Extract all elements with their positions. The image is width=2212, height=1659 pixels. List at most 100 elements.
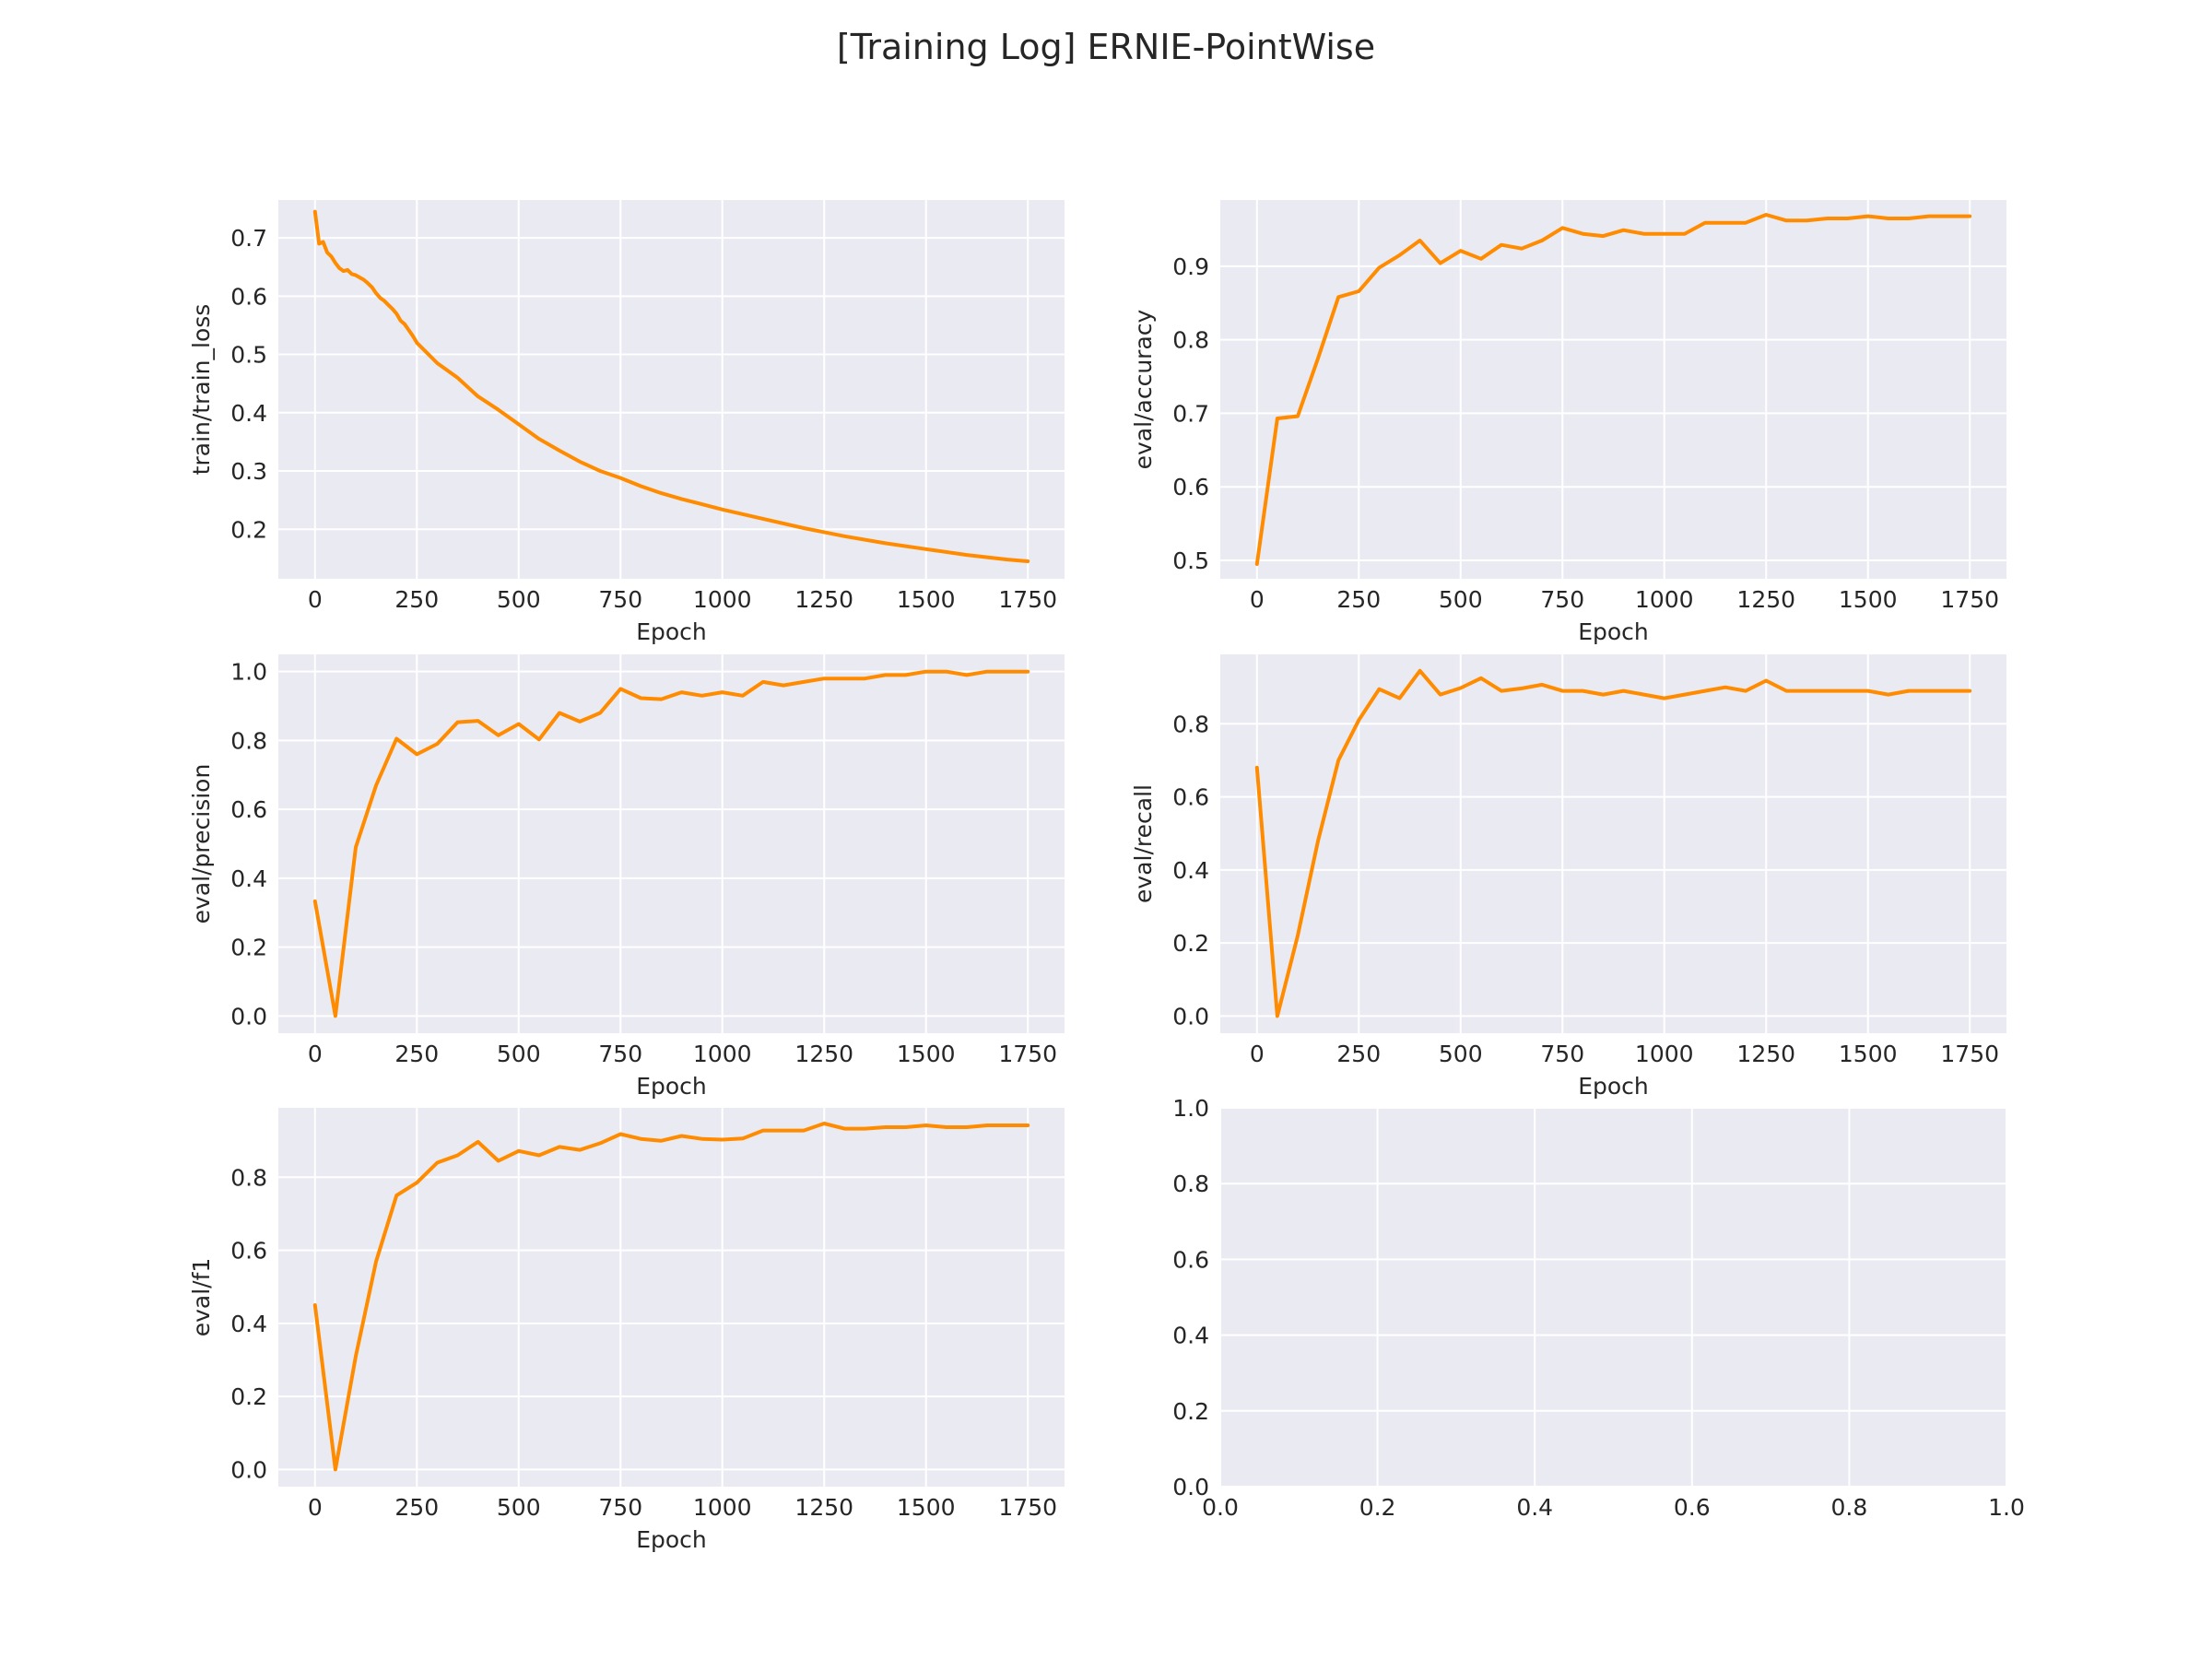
- series-line: [312, 1122, 1030, 1472]
- x-tick-label: 1250: [794, 1494, 853, 1521]
- y-tick-label: 0.8: [230, 727, 267, 754]
- x-tick-label: 250: [394, 586, 439, 613]
- y-tick-label: 0.2: [230, 935, 267, 961]
- x-axis-label: Epoch: [636, 1526, 707, 1553]
- plot-area: [278, 654, 1065, 1033]
- y-tick-label: 0.6: [1172, 1246, 1209, 1273]
- y-tick-label: 0.8: [1172, 1171, 1209, 1197]
- series-line: [312, 669, 1030, 1018]
- x-tick-label: 1250: [1736, 586, 1795, 613]
- figure-title: [Training Log] ERNIE-PointWise: [837, 27, 1375, 67]
- y-tick-label: 0.4: [1172, 857, 1209, 884]
- x-tick-label: 1750: [998, 1494, 1057, 1521]
- x-tick-label: 0.0: [1202, 1494, 1239, 1521]
- plot-area: [1220, 654, 2006, 1033]
- x-tick-label: 0: [1250, 586, 1265, 613]
- x-tick-label: 250: [394, 1494, 439, 1521]
- y-tick-label: 0.6: [230, 796, 267, 823]
- x-tick-label: 750: [598, 586, 642, 613]
- subplot-2: 0 250 500 750 1000 1250 1500 1750 0.5 0.6 0.7 0.8 0.…: [1130, 200, 2006, 645]
- y-tick-label: 0.6: [1172, 784, 1209, 811]
- y-tick-label: 0.0: [230, 1003, 267, 1030]
- subplot-6: 0.0 0.2 0.4 0.6 0.8 1.0 0.0 0.2 0.4 0.6 0.8 1.0: [1172, 1095, 2025, 1521]
- x-tick-label: 750: [1540, 1041, 1584, 1067]
- x-tick-label: 0: [308, 586, 323, 613]
- y-tick-label: 0.4: [230, 400, 267, 427]
- y-tick-label: 0.4: [230, 1311, 267, 1337]
- x-tick-label: 750: [598, 1494, 642, 1521]
- y-tick-label: 0.2: [230, 1383, 267, 1410]
- x-tick-label: 1250: [794, 1041, 853, 1067]
- y-tick-label: 0.2: [1172, 1398, 1209, 1425]
- y-tick-label: 0.7: [1172, 400, 1209, 427]
- y-tick-label: 0.8: [1172, 711, 1209, 737]
- x-tick-label: 500: [497, 586, 541, 613]
- x-tick-label: 0.6: [1674, 1494, 1711, 1521]
- x-axis-label: Epoch: [1578, 618, 1649, 645]
- y-tick-label: 0.0: [1172, 1474, 1209, 1500]
- x-axis-label: Epoch: [636, 618, 707, 645]
- x-tick-label: 0.8: [1831, 1494, 1868, 1521]
- x-tick-label: 1750: [998, 1041, 1057, 1067]
- x-tick-label: 1000: [1635, 1041, 1694, 1067]
- x-tick-label: 1.0: [1988, 1494, 2025, 1521]
- y-tick-label: 0.6: [230, 1238, 267, 1265]
- y-tick-label: 0.8: [1172, 327, 1209, 354]
- subplot-5: 0 250 500 750 1000 1250 1500 1750 0.0 0.2 0.4 0.6 0.…: [188, 1108, 1065, 1553]
- series-line: [1254, 213, 1972, 566]
- series-line: [312, 209, 1030, 563]
- x-tick-label: 0: [308, 1494, 323, 1521]
- x-tick-label: 1500: [1839, 586, 1898, 613]
- y-tick-label: 0.4: [1172, 1323, 1209, 1349]
- y-tick-label: 1.0: [230, 659, 267, 686]
- x-tick-label: 1000: [693, 1494, 752, 1521]
- x-tick-label: 0.2: [1359, 1494, 1396, 1521]
- x-tick-label: 500: [1439, 586, 1483, 613]
- x-tick-label: 500: [497, 1041, 541, 1067]
- x-tick-label: 1250: [1736, 1041, 1795, 1067]
- plot-area: [1220, 200, 2006, 579]
- y-tick-label: 0.6: [1172, 474, 1209, 500]
- x-tick-label: 250: [1336, 1041, 1381, 1067]
- x-axis-label: Epoch: [1578, 1073, 1649, 1100]
- plot-area: [278, 1108, 1065, 1487]
- y-tick-label: 0.0: [1172, 1003, 1209, 1030]
- subplot-1: 0 250 500 750 1000 1250 1500 1750 0.2 0.3 0.4 0.5 0.…: [188, 200, 1065, 645]
- x-tick-label: 1500: [1839, 1041, 1898, 1067]
- y-axis-label: eval/recall: [1130, 784, 1157, 903]
- y-tick-label: 0.9: [1172, 253, 1209, 280]
- x-tick-label: 750: [598, 1041, 642, 1067]
- x-tick-label: 500: [497, 1494, 541, 1521]
- y-tick-label: 0.7: [230, 225, 267, 252]
- subplot-3: 0 250 500 750 1000 1250 1500 1750 0.0 0.2 0.4 0.6 0.…: [188, 654, 1065, 1100]
- x-tick-label: 1250: [794, 586, 853, 613]
- x-tick-label: 1750: [1940, 586, 1999, 613]
- plot-area: [278, 200, 1065, 579]
- x-tick-label: 1000: [693, 586, 752, 613]
- x-tick-label: 0: [308, 1041, 323, 1067]
- y-axis-label: train/train_loss: [188, 304, 215, 476]
- y-tick-label: 0.4: [230, 865, 267, 892]
- y-axis-label: eval/accuracy: [1130, 309, 1157, 469]
- y-axis-label: eval/precision: [188, 764, 215, 924]
- x-tick-label: 1750: [998, 586, 1057, 613]
- y-tick-label: 0.8: [230, 1164, 267, 1191]
- x-tick-label: 250: [1336, 586, 1381, 613]
- x-tick-label: 1000: [1635, 586, 1694, 613]
- series-line: [1254, 668, 1972, 1018]
- subplot-grid: 0 250 500 750 1000 1250 1500 1750 0.2 0.3 0.4 0.5 0.…: [188, 200, 2025, 1553]
- x-tick-label: 500: [1439, 1041, 1483, 1067]
- y-tick-label: 0.0: [230, 1456, 267, 1483]
- x-axis-label: Epoch: [636, 1073, 707, 1100]
- y-tick-label: 0.2: [1172, 930, 1209, 957]
- y-tick-label: 0.5: [230, 342, 267, 369]
- subplot-4: 0 250 500 750 1000 1250 1500 1750 0.0 0.2 0.4 0.6 0.…: [1130, 654, 2006, 1100]
- x-tick-label: 1500: [897, 1494, 956, 1521]
- y-tick-label: 0.5: [1172, 547, 1209, 574]
- x-tick-label: 0: [1250, 1041, 1265, 1067]
- plot-area: [1220, 1108, 2006, 1487]
- x-tick-label: 1500: [897, 586, 956, 613]
- y-tick-label: 1.0: [1172, 1095, 1209, 1122]
- x-tick-label: 250: [394, 1041, 439, 1067]
